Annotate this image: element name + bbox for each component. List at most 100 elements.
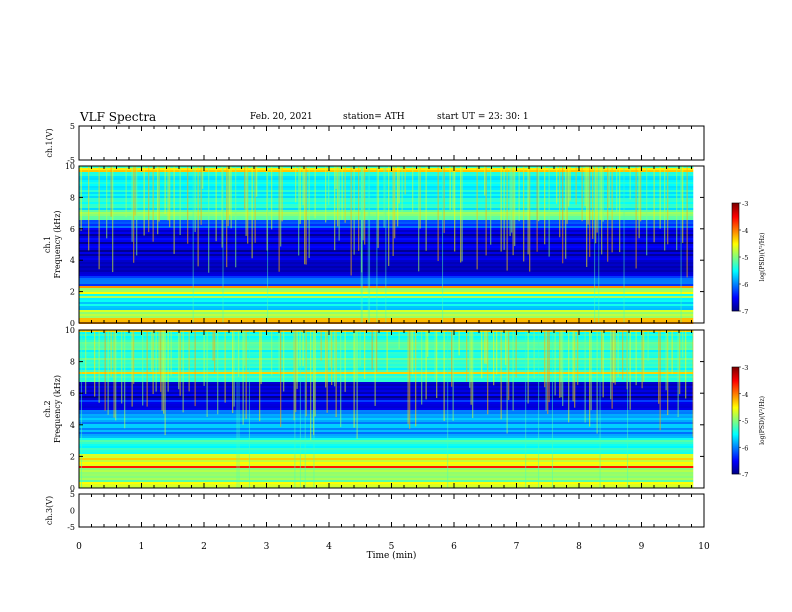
ch2-spectrogram-burst bbox=[158, 330, 160, 375]
ch1-spectrogram-burst bbox=[364, 166, 366, 245]
ch2-spectrogram-colorbar-cell bbox=[732, 432, 739, 434]
ch2-spectrogram-colorbar-cell bbox=[732, 392, 739, 394]
ch1-spectrogram-burst bbox=[353, 166, 355, 255]
ch1-spectrogram-burst bbox=[484, 166, 486, 196]
x-tick-label: 7 bbox=[514, 542, 520, 552]
ch2-spectrogram-burst bbox=[560, 330, 562, 398]
ch2-spectrogram-colorbar-cell bbox=[732, 460, 739, 462]
ch2-spectrogram-colorbar-cell bbox=[732, 415, 739, 417]
ch1-spectrogram-colorbar-cell bbox=[732, 294, 739, 296]
ch2-spectrogram-burst bbox=[121, 330, 123, 404]
ch2-spectrogram-band bbox=[79, 392, 694, 394]
ch2-spectrogram-colorbar-cell bbox=[732, 375, 739, 377]
ch1-spectrogram-colorbar-cell bbox=[732, 259, 739, 261]
ch1-spectrogram-spike bbox=[598, 166, 600, 323]
ch1-spectrogram-burst bbox=[377, 166, 379, 248]
ch2-spectrogram-burst bbox=[614, 330, 616, 385]
ch1-spectrogram-colorbar-cell bbox=[732, 299, 739, 301]
ch2-spectrogram-colorbar-cell bbox=[732, 470, 739, 472]
ch2-spectrogram-spike bbox=[304, 330, 306, 488]
ch1-spectrogram-colorbar-cell bbox=[732, 303, 739, 305]
ch1-spectrogram-burst bbox=[527, 166, 529, 255]
ch2-spectrogram-burst bbox=[643, 330, 645, 382]
ch2-spectrogram-colorbar-cell bbox=[732, 426, 739, 428]
ch1-spectrogram-burst bbox=[80, 166, 82, 231]
ch2-spectrogram-colorbar-cell bbox=[732, 422, 739, 424]
ch2-spectrogram-spike bbox=[248, 330, 250, 488]
ch2-spectrogram-colorbar-cell bbox=[732, 368, 739, 370]
ch2-spectrogram-burst bbox=[260, 330, 262, 385]
ch1-spectrogram-burst bbox=[449, 166, 451, 211]
ch1-spectrogram-burst bbox=[136, 166, 138, 256]
ch1-spectrogram-burst bbox=[461, 166, 463, 262]
ch1-spectrogram-burst bbox=[350, 166, 352, 276]
ch1-spectrogram-burst bbox=[256, 166, 258, 197]
ch1-spectrogram-colorbar-tick-label: -5 bbox=[742, 254, 748, 262]
ch2-spectrogram-burst bbox=[104, 330, 106, 411]
ch2-spectrogram-band bbox=[79, 424, 694, 426]
ch2-spectrogram-spike bbox=[627, 330, 629, 488]
ch1-spectrogram-burst bbox=[314, 166, 316, 219]
ch2-spectrogram-colorbar-cell bbox=[732, 412, 739, 414]
ch1-spectrogram-burst bbox=[112, 166, 114, 273]
ch2-spectrogram-colorbar-cell bbox=[732, 374, 739, 376]
ch2-spectrogram-blank bbox=[693, 330, 704, 488]
ch2-spectrogram-colorbar-cell bbox=[732, 414, 739, 416]
ch2-spectrogram-band bbox=[79, 452, 694, 454]
ch2-spectrogram-band bbox=[79, 422, 694, 424]
ch1-spectrogram-colorbar-cell bbox=[732, 217, 739, 219]
ch1-spectrogram-colorbar-cell bbox=[732, 306, 739, 308]
ch2-spectrogram-spike bbox=[551, 330, 553, 488]
ch1-spectrogram-burst bbox=[334, 166, 336, 251]
ch1-spectrogram-burst bbox=[419, 166, 421, 229]
ch1-spectrogram-colorbar-cell bbox=[732, 293, 739, 295]
ch2-spectrogram-band bbox=[79, 462, 694, 464]
ch1-spectrogram-burst bbox=[388, 166, 390, 266]
ch1-spectrogram-burst bbox=[302, 166, 304, 206]
ch1-spectrogram-burst bbox=[394, 166, 396, 239]
ch2-spectrogram-colorbar-cell bbox=[732, 404, 739, 406]
ch1-waveform-ytick-label: -5 bbox=[67, 156, 75, 165]
ch1-spectrogram-burst bbox=[98, 166, 100, 270]
ch2-spectrogram-colorbar-cell bbox=[732, 387, 739, 389]
ch1-spectrogram-burst bbox=[200, 166, 202, 225]
ch1-spectrogram-colorbar-cell bbox=[732, 269, 739, 271]
ch1-spectrogram-colorbar-cell bbox=[732, 252, 739, 254]
ch1-spectrogram-colorbar-cell bbox=[732, 203, 739, 205]
ch1-spectrogram-colorbar-cell bbox=[732, 273, 739, 275]
ch2-spectrogram-colorbar-tick-label: -6 bbox=[742, 444, 748, 452]
ch1-spectrogram-colorbar-cell bbox=[732, 308, 739, 310]
ch1-spectrogram-burst bbox=[635, 166, 637, 269]
ch1-spectrogram-burst bbox=[227, 166, 229, 227]
ch2-spectrogram-burst bbox=[667, 330, 669, 416]
ch1-spectrogram-colorbar-tick-label: -3 bbox=[742, 200, 748, 208]
x-axis-label: Time (min) bbox=[367, 550, 417, 561]
ch2-spectrogram-colorbar-cell bbox=[732, 472, 739, 474]
ch1-spectrogram-colorbar-cell bbox=[732, 298, 739, 300]
ch1-spectrogram-burst bbox=[397, 166, 399, 227]
ch2-spectrogram-colorbar-cell bbox=[732, 377, 739, 379]
ch1-spectrogram-colorbar-cell bbox=[732, 275, 739, 277]
ch1-spectrogram-spike bbox=[376, 166, 378, 323]
ch2-spectrogram-colorbar-cell bbox=[732, 439, 739, 441]
ch2-spectrogram-colorbar-cell bbox=[732, 436, 739, 438]
ch1-spectrogram-colorbar-cell bbox=[732, 251, 739, 253]
ch1-spectrogram-burst bbox=[595, 166, 597, 244]
ch1-spectrogram-burst bbox=[401, 166, 403, 216]
ch2-spectrogram-burst bbox=[374, 330, 376, 406]
ch1-spectrogram-burst bbox=[559, 166, 561, 238]
ch2-spectrogram-band bbox=[79, 338, 694, 340]
ch2-spectrogram-band bbox=[79, 476, 694, 478]
ch1-spectrogram-burst bbox=[529, 166, 531, 272]
ch2-spectrogram-colorbar-cell bbox=[732, 370, 739, 372]
ch1-spectrogram-burst bbox=[575, 166, 577, 205]
ch2-spectrogram-band bbox=[79, 404, 694, 406]
ch2-spectrogram-burst bbox=[355, 330, 357, 380]
ch2-spectrogram-band bbox=[79, 370, 694, 372]
ch1-spectrogram-burst bbox=[476, 166, 478, 270]
ch1-spectrogram-burst bbox=[511, 166, 513, 233]
ch2-spectrogram-band bbox=[79, 372, 694, 374]
ch2-spectrogram-burst bbox=[124, 330, 126, 429]
ch1-spectrogram-burst bbox=[584, 166, 586, 207]
ch1-spectrogram-burst bbox=[143, 166, 145, 236]
